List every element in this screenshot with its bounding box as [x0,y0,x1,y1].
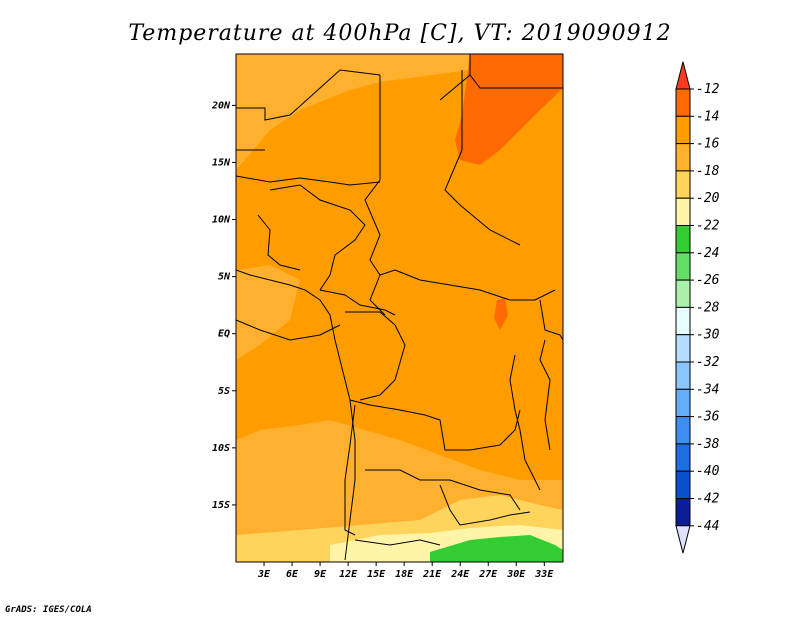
colorbar-swatch [675,470,691,500]
colorbar-tick-label: -14 [696,109,719,124]
temp-region-nile-warm [494,298,508,330]
x-tick-label: 12E [339,569,358,580]
x-tick-label: 15E [367,569,386,580]
colorbar-tick-label: -24 [696,246,719,261]
colorbar-tick-label: -26 [696,273,720,288]
colorbar-tick-label: -34 [696,382,719,397]
colorbar-top-arrow [675,61,691,90]
colorbar-swatch [675,388,691,418]
colorbar-tick-label: -18 [696,164,720,179]
colorbar-bottom-arrow [675,525,691,554]
colorbar-tick-label: -20 [696,191,720,206]
y-tick-label: 5S [218,386,230,397]
y-tick-label: 20N [211,100,231,111]
colorbar-swatch [675,443,691,472]
map-frame [235,53,564,563]
colorbar-tick-label: -16 [696,137,720,152]
colorbar-tick-label: -44 [696,519,719,534]
colorbar-tick-label: -36 [696,410,720,425]
temp-region-east-warm [455,54,563,165]
x-tick-label: 24E [450,569,470,580]
y-tick-label: 10S [212,443,230,454]
temp-region-south-green [430,535,563,562]
colorbar-swatch [675,115,691,145]
colorbar-tick-label: -40 [696,464,720,479]
colorbar-swatch [675,334,691,363]
y-axis: 20N 15N 10N 5N EQ 5S 10S 15S [211,100,236,511]
colorbar-tick-label: -30 [696,328,720,343]
colorbar-swatch [675,170,691,199]
colorbar-swatch [675,279,691,308]
temp-region-north-light [236,54,470,170]
x-tick-label: 6E [286,569,299,580]
colorbar-tick-label: -28 [696,300,720,315]
colorbar-tick-label: -12 [696,82,720,97]
y-tick-label: 10N [212,215,231,226]
colorbar-swatch [675,498,691,527]
chart-title: Temperature at 400hPa [C], VT: 201909091… [128,21,671,46]
colorbar-tick-label: -38 [696,437,720,452]
colorbar-tick-label: -42 [696,492,720,507]
colorbar-swatch [675,197,691,226]
x-tick-label: 30E [506,569,526,580]
map-area [236,54,563,562]
coastline [236,269,356,561]
colorbar-swatch [675,361,691,390]
y-tick-label: 15S [212,500,230,511]
x-tick-label: 9E [314,569,327,580]
y-tick-label: 15N [212,157,231,168]
x-tick-label: 3E [257,569,271,580]
colorbar: -12 -14 -16 -18 -20 -22 -24 -26 -28 -30 -32 -34 -36 -… [675,61,720,554]
x-tick-label: 33E [534,569,554,580]
y-tick-label: EQ [218,329,230,340]
x-tick-label: 27E [478,569,498,580]
x-tick-label: 18E [395,569,414,580]
x-tick-label: 21E [422,569,442,580]
colorbar-swatch [675,252,691,281]
country-borders [236,54,563,546]
colorbar-swatch [675,143,691,172]
colorbar-swatch [675,416,691,445]
colorbar-swatch [675,225,691,254]
credit-label: GrADS: IGES/COLA [5,605,92,615]
temp-region-west-light [236,265,300,360]
colorbar-tick-label: -32 [696,355,720,370]
colorbar-tick-label: -22 [696,219,720,234]
colorbar-swatch [675,306,691,336]
colorbar-swatch [675,88,691,117]
x-axis: 3E 6E 9E 12E 15E 18E 21E 24E 27E 30E 33E [257,562,554,580]
y-tick-label: 5N [218,272,231,283]
